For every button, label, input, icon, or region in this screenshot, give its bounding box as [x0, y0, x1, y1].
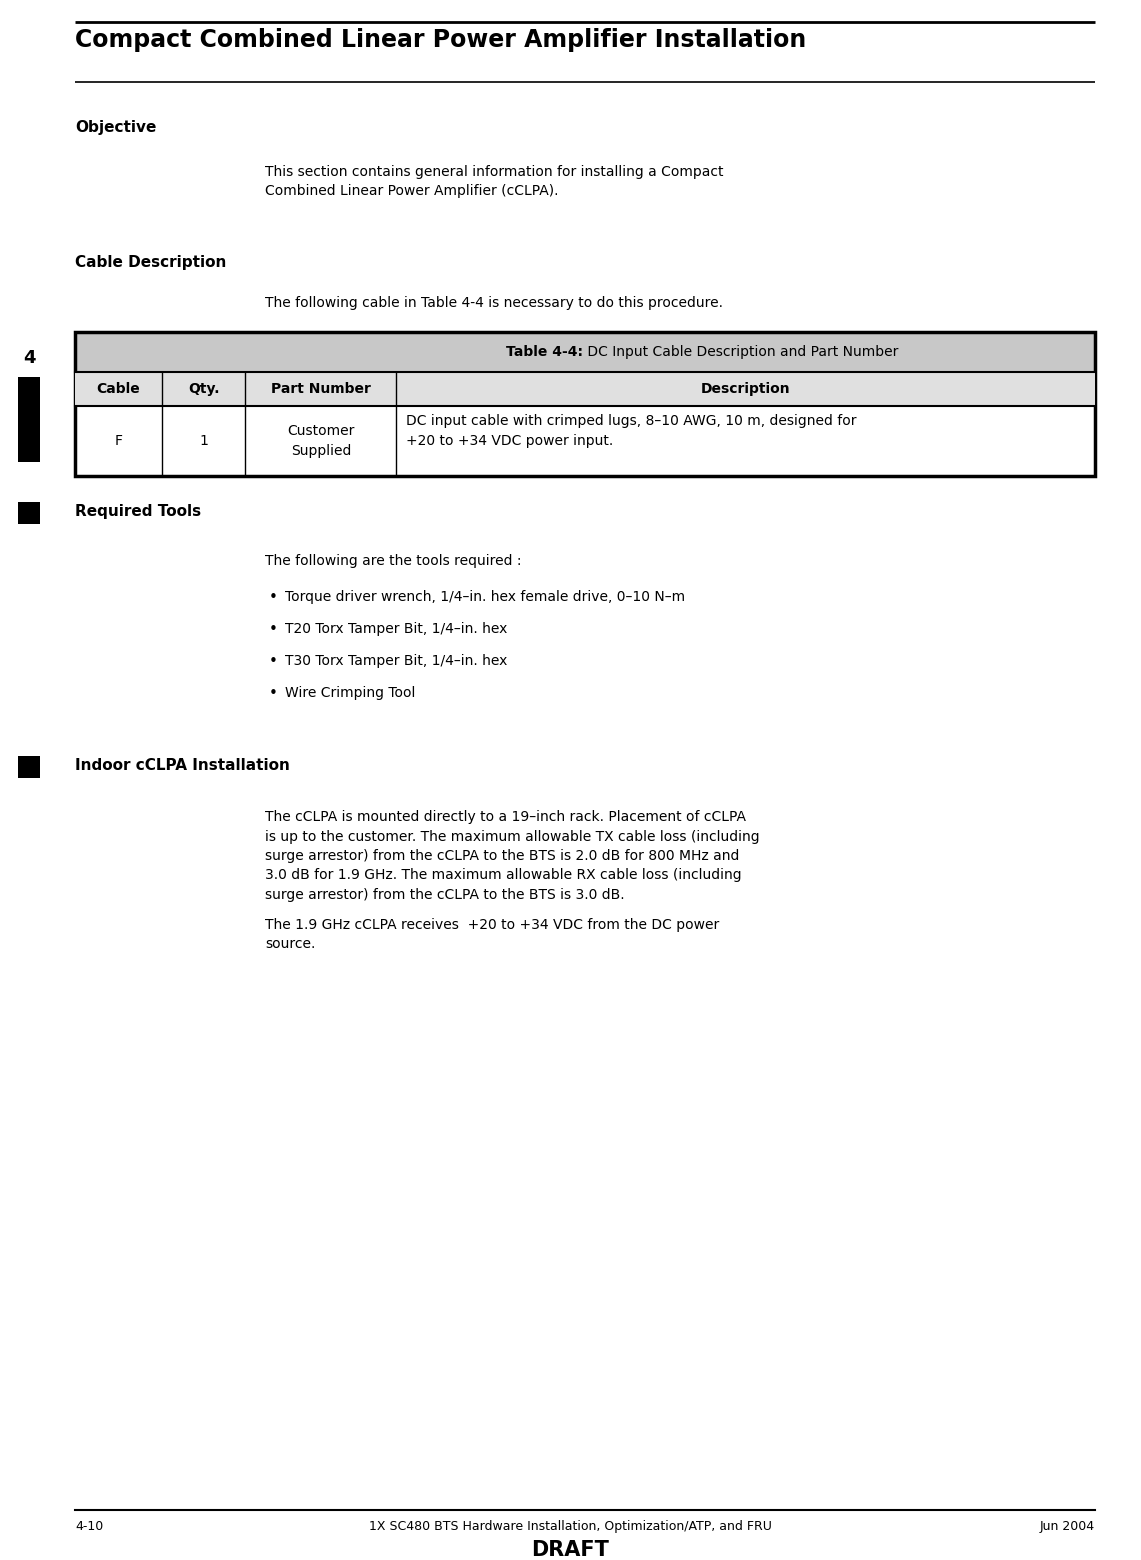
Text: Jun 2004: Jun 2004 — [1039, 1519, 1095, 1533]
Text: Compact Combined Linear Power Amplifier Installation: Compact Combined Linear Power Amplifier … — [75, 28, 807, 51]
Bar — [18, 757, 40, 778]
Text: 4: 4 — [23, 349, 35, 367]
Text: DC input cable with crimped lugs, 8–10 AWG, 10 m, designed for
+20 to +34 VDC po: DC input cable with crimped lugs, 8–10 A… — [406, 413, 857, 448]
Text: This section contains general information for installing a Compact
Combined Line: This section contains general informatio… — [265, 165, 723, 198]
Text: Description: Description — [701, 382, 791, 396]
Text: T30 Torx Tamper Bit, 1/4–in. hex: T30 Torx Tamper Bit, 1/4–in. hex — [285, 654, 508, 668]
Text: 4-10: 4-10 — [75, 1519, 103, 1533]
Text: Torque driver wrench, 1/4–in. hex female drive, 0–10 N–m: Torque driver wrench, 1/4–in. hex female… — [285, 590, 685, 604]
Bar — [18, 502, 40, 524]
Text: •: • — [269, 590, 278, 605]
Text: Part Number: Part Number — [270, 382, 371, 396]
Text: Indoor cCLPA Installation: Indoor cCLPA Installation — [75, 758, 290, 774]
Text: The following are the tools required :: The following are the tools required : — [265, 554, 521, 568]
Text: Qty.: Qty. — [188, 382, 219, 396]
Text: Cable: Cable — [97, 382, 140, 396]
Text: F: F — [114, 434, 122, 448]
Text: The cCLPA is mounted directly to a 19–inch rack. Placement of cCLPA
is up to the: The cCLPA is mounted directly to a 19–in… — [265, 810, 760, 902]
Text: Cable Description: Cable Description — [75, 254, 226, 270]
Bar — [18, 378, 40, 462]
Text: 1X SC480 BTS Hardware Installation, Optimization/ATP, and FRU: 1X SC480 BTS Hardware Installation, Opti… — [369, 1519, 772, 1533]
Text: The 1.9 GHz cCLPA receives  +20 to +34 VDC from the DC power
source.: The 1.9 GHz cCLPA receives +20 to +34 VD… — [265, 917, 719, 952]
Text: Wire Crimping Tool: Wire Crimping Tool — [285, 686, 415, 700]
Text: •: • — [269, 654, 278, 669]
Text: •: • — [269, 686, 278, 700]
Text: Required Tools: Required Tools — [75, 504, 201, 519]
Text: Customer
Supplied: Customer Supplied — [288, 424, 355, 457]
Text: Objective: Objective — [75, 120, 156, 136]
Text: DC Input Cable Description and Part Number: DC Input Cable Description and Part Numb… — [583, 345, 898, 359]
Text: Table 4-4:: Table 4-4: — [505, 345, 583, 359]
Text: DRAFT: DRAFT — [532, 1540, 609, 1560]
Bar — [75, 332, 1095, 371]
Bar — [75, 332, 1095, 476]
Text: The following cable in Table 4-4 is necessary to do this procedure.: The following cable in Table 4-4 is nece… — [265, 296, 723, 310]
Text: T20 Torx Tamper Bit, 1/4–in. hex: T20 Torx Tamper Bit, 1/4–in. hex — [285, 622, 508, 636]
Text: •: • — [269, 622, 278, 636]
Text: 1: 1 — [199, 434, 208, 448]
Bar — [75, 371, 1095, 406]
